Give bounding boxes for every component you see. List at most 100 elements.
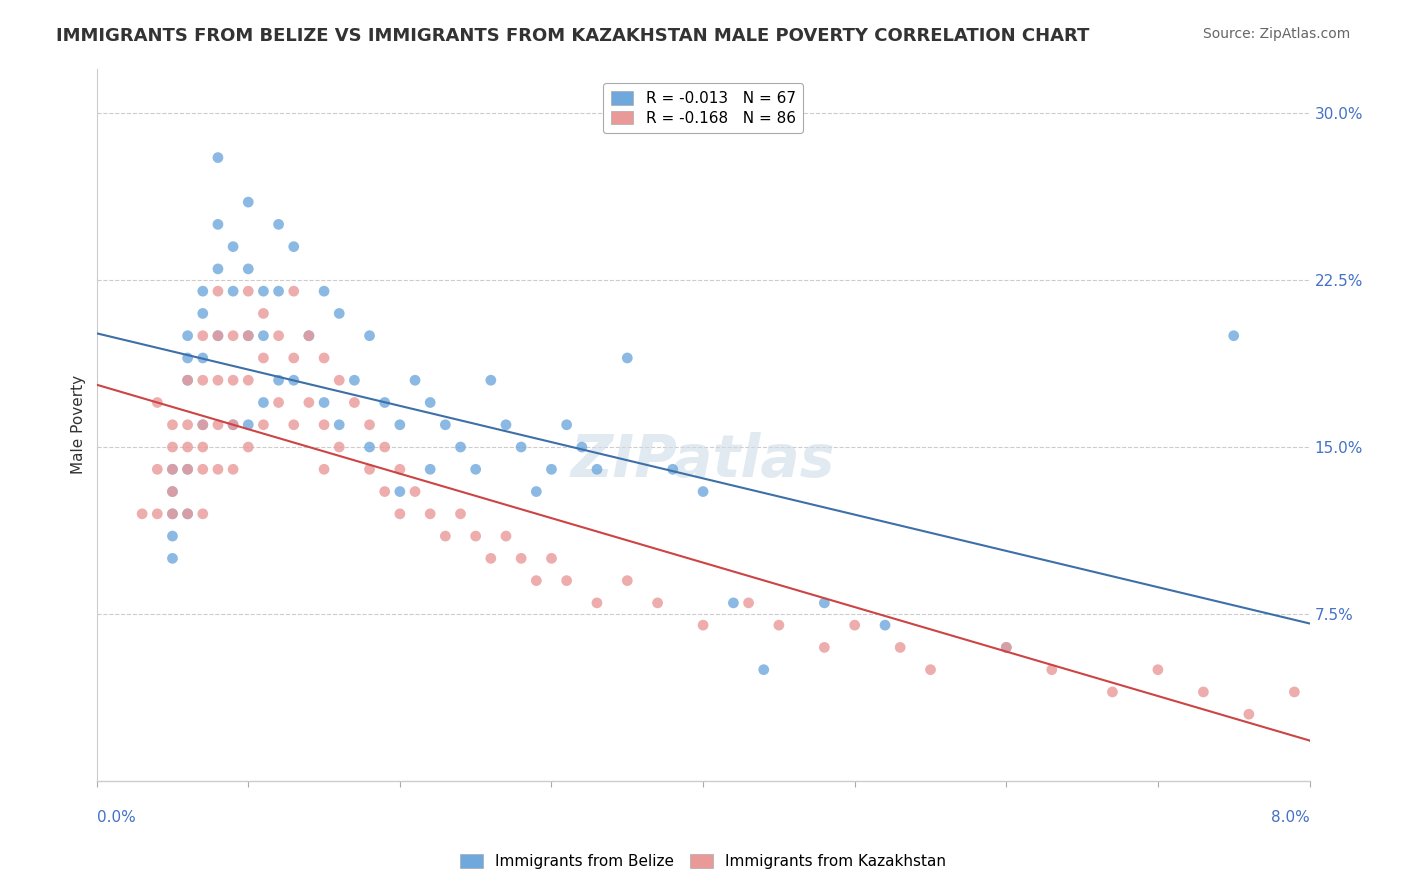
Point: [404, 484, 426, 499]
Point: [191, 306, 214, 320]
Point: [813, 640, 835, 655]
Point: [419, 462, 441, 476]
Point: [162, 507, 184, 521]
Point: [298, 328, 321, 343]
Point: [283, 373, 305, 387]
Y-axis label: Male Poverty: Male Poverty: [72, 376, 86, 475]
Point: [222, 240, 245, 254]
Point: [298, 328, 321, 343]
Point: [252, 306, 274, 320]
Point: [267, 284, 290, 298]
Point: [388, 417, 411, 432]
Point: [162, 507, 184, 521]
Point: [222, 328, 245, 343]
Point: [495, 529, 517, 543]
Point: [238, 417, 260, 432]
Legend: R = -0.013   N = 67, R = -0.168   N = 86: R = -0.013 N = 67, R = -0.168 N = 86: [603, 83, 803, 133]
Text: Source: ZipAtlas.com: Source: ZipAtlas.com: [1202, 27, 1350, 41]
Point: [328, 440, 350, 454]
Point: [131, 507, 153, 521]
Point: [661, 462, 683, 476]
Point: [768, 618, 790, 632]
Point: [207, 218, 229, 232]
Point: [162, 484, 184, 499]
Point: [162, 462, 184, 476]
Point: [222, 462, 245, 476]
Text: 0.0%: 0.0%: [97, 810, 135, 824]
Point: [283, 417, 305, 432]
Point: [328, 306, 350, 320]
Point: [510, 551, 533, 566]
Point: [162, 529, 184, 543]
Point: [191, 507, 214, 521]
Point: [252, 328, 274, 343]
Point: [1284, 685, 1306, 699]
Point: [207, 284, 229, 298]
Point: [1101, 685, 1123, 699]
Point: [374, 484, 396, 499]
Point: [450, 507, 472, 521]
Point: [267, 395, 290, 409]
Point: [238, 261, 260, 276]
Point: [995, 640, 1018, 655]
Point: [222, 417, 245, 432]
Point: [238, 373, 260, 387]
Point: [312, 417, 335, 432]
Point: [479, 551, 502, 566]
Point: [162, 484, 184, 499]
Point: [191, 328, 214, 343]
Point: [359, 328, 381, 343]
Point: [267, 328, 290, 343]
Point: [404, 373, 426, 387]
Point: [1040, 663, 1063, 677]
Point: [283, 351, 305, 365]
Point: [176, 417, 198, 432]
Point: [616, 574, 638, 588]
Point: [524, 484, 547, 499]
Point: [844, 618, 866, 632]
Point: [207, 417, 229, 432]
Point: [1329, 707, 1351, 722]
Point: [343, 373, 366, 387]
Point: [207, 328, 229, 343]
Point: [267, 373, 290, 387]
Point: [238, 328, 260, 343]
Point: [495, 417, 517, 432]
Point: [298, 395, 321, 409]
Point: [524, 574, 547, 588]
Point: [419, 507, 441, 521]
Point: [464, 529, 486, 543]
Point: [1237, 707, 1260, 722]
Point: [434, 417, 457, 432]
Point: [162, 462, 184, 476]
Legend: Immigrants from Belize, Immigrants from Kazakhstan: Immigrants from Belize, Immigrants from …: [454, 848, 952, 875]
Point: [207, 328, 229, 343]
Point: [647, 596, 669, 610]
Point: [920, 663, 942, 677]
Point: [252, 417, 274, 432]
Point: [176, 507, 198, 521]
Point: [692, 618, 714, 632]
Point: [1389, 730, 1406, 744]
Point: [479, 373, 502, 387]
Point: [359, 417, 381, 432]
Point: [191, 284, 214, 298]
Point: [207, 151, 229, 165]
Point: [1192, 685, 1215, 699]
Point: [191, 417, 214, 432]
Point: [388, 462, 411, 476]
Point: [616, 351, 638, 365]
Point: [995, 640, 1018, 655]
Point: [555, 417, 578, 432]
Point: [571, 440, 593, 454]
Point: [146, 507, 169, 521]
Point: [267, 218, 290, 232]
Point: [162, 551, 184, 566]
Point: [176, 462, 198, 476]
Point: [191, 462, 214, 476]
Point: [176, 373, 198, 387]
Point: [312, 351, 335, 365]
Point: [176, 373, 198, 387]
Point: [312, 395, 335, 409]
Point: [450, 440, 472, 454]
